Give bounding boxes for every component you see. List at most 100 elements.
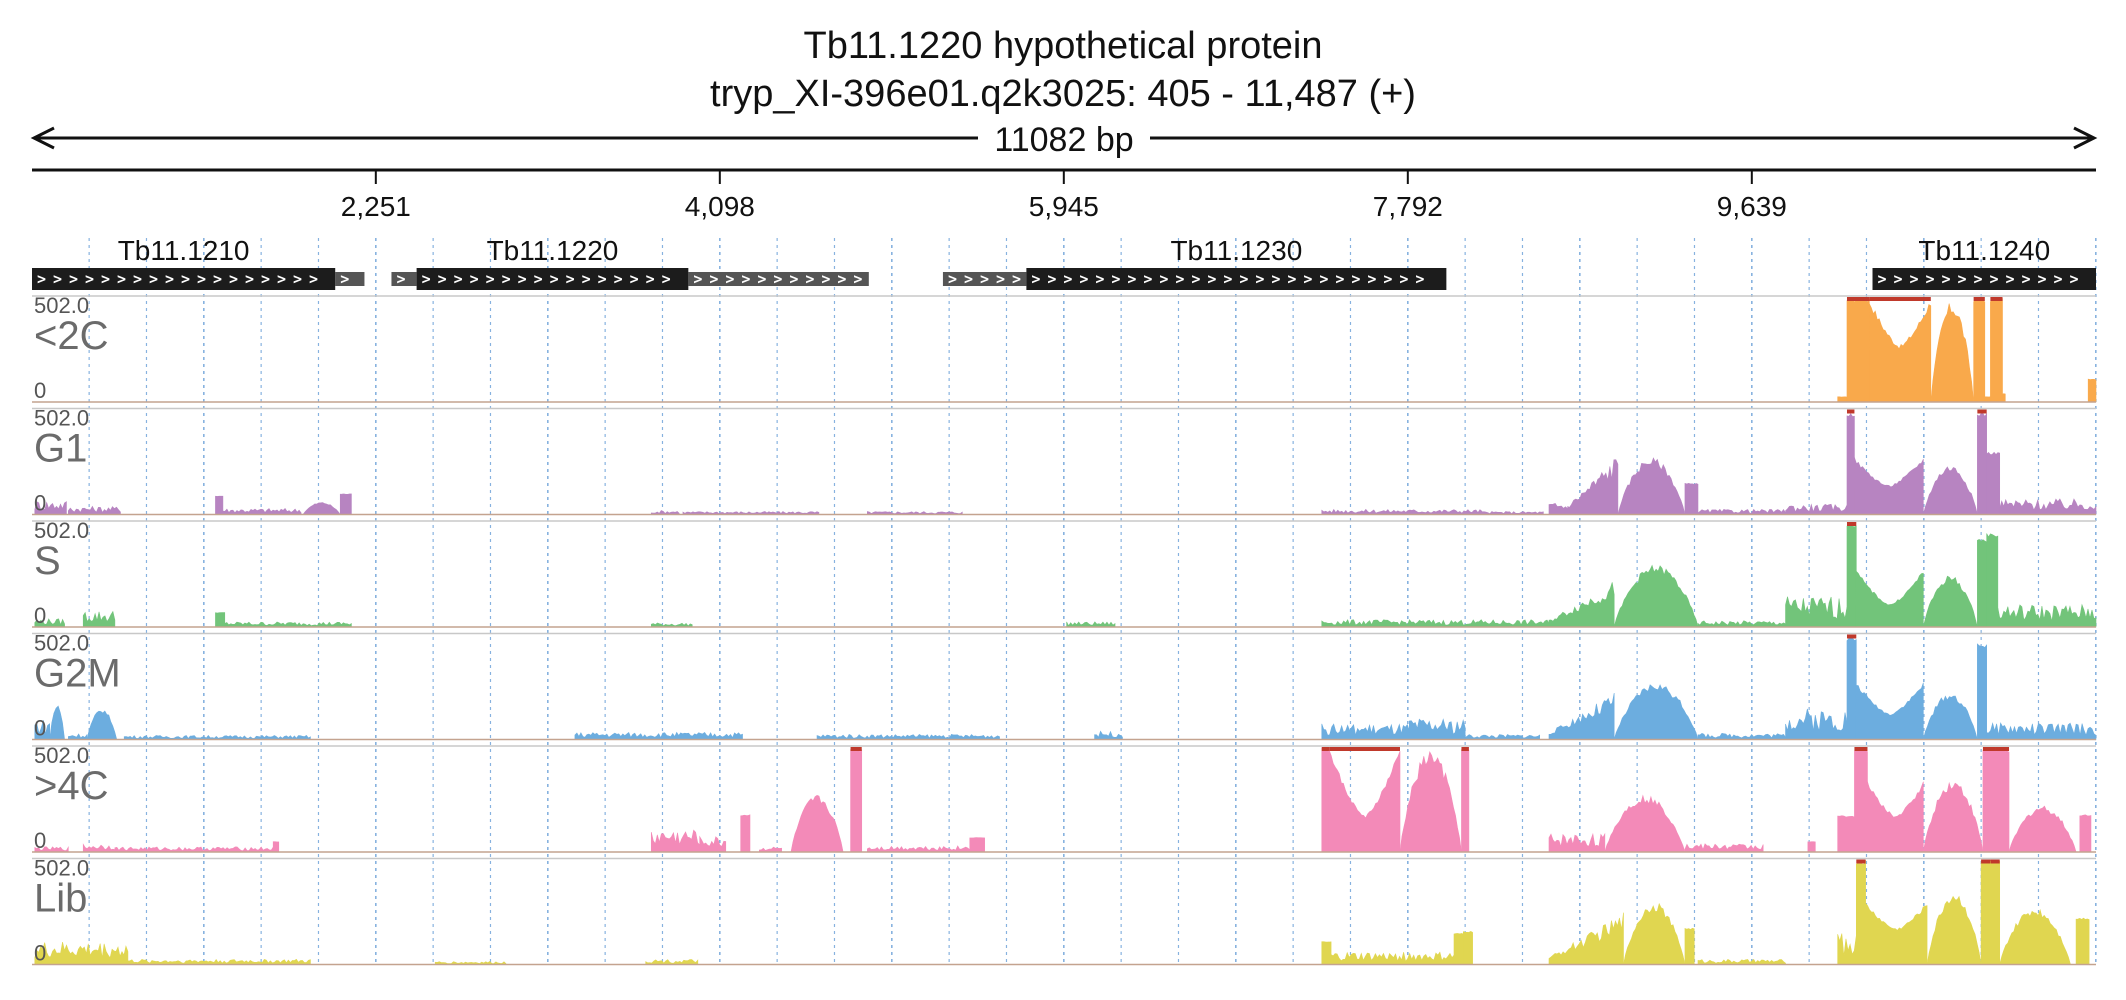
- track-ymax-label: 502.0: [34, 856, 89, 881]
- coverage-area: [650, 622, 693, 628]
- gene-label: Tb11.1220: [487, 235, 619, 266]
- coverage-area: [816, 733, 1000, 740]
- cds-chevron-icon: >: [2006, 270, 2015, 288]
- coverage-area: [1548, 502, 1568, 515]
- coverage-area: [1548, 912, 1624, 965]
- coverage-area: [1846, 297, 1870, 403]
- coverage-area: [1548, 832, 1606, 853]
- clipped-marker: [1856, 859, 1866, 864]
- track-ymin-label: 0: [34, 941, 46, 966]
- cds-chevron-icon: >: [133, 270, 142, 288]
- cds-chevron-icon: >: [229, 270, 238, 288]
- cds-chevron-icon: >: [422, 270, 431, 288]
- coverage-area: [1977, 643, 1987, 740]
- cds-chevron-icon: >: [2054, 270, 2063, 288]
- coverage-area: [1548, 692, 1615, 740]
- clipped-marker: [1995, 747, 2010, 751]
- tick-label: 2,251: [341, 191, 411, 222]
- utr-chevron-icon: >: [396, 270, 405, 288]
- cds-chevron-icon: >: [2070, 270, 2079, 288]
- coverage-area: [1697, 508, 1786, 515]
- cds-chevron-icon: >: [37, 270, 46, 288]
- track-name: G2M: [34, 652, 121, 696]
- cds-chevron-icon: >: [1159, 270, 1168, 288]
- gene-utr: [335, 272, 365, 286]
- gene-track: > > > > > > > > > > > > > > > > > > > Tb11.1210 > > > > > > > > > > > >…: [32, 235, 2096, 290]
- coverage-area: [1807, 841, 1816, 853]
- cds-chevron-icon: >: [1367, 270, 1376, 288]
- cds-chevron-icon: >: [566, 270, 575, 288]
- utr-chevron-icon: >: [693, 270, 702, 288]
- utr-chevron-icon: >: [1012, 270, 1021, 288]
- cds-chevron-icon: >: [245, 270, 254, 288]
- coverage-area: [82, 843, 116, 853]
- coverage-area: [86, 710, 118, 740]
- coverage-area: [1684, 927, 1695, 965]
- grid-lines: [88, 238, 2097, 963]
- cds-chevron-icon: >: [534, 270, 543, 288]
- coverage-area: [1613, 564, 1699, 628]
- coverage-area: [1926, 895, 1982, 965]
- cds-chevron-icon: >: [470, 270, 479, 288]
- cds-chevron-icon: >: [2022, 270, 2031, 288]
- track-2: 502.0 0 S: [32, 518, 2097, 628]
- cds-chevron-icon: >: [1990, 270, 1999, 288]
- coverage-area: [127, 958, 311, 965]
- clipped-marker: [1329, 747, 1400, 751]
- gene-label: Tb11.1230: [1170, 235, 1302, 266]
- gene-tb11-1230: > > > > > > > > > > > > > > > > > > > > > > > > > > > > > >Tb11.1230: [942, 235, 1447, 290]
- coverage-area: [1481, 511, 1544, 515]
- cds-chevron-icon: >: [1175, 270, 1184, 288]
- cds-chevron-icon: >: [1079, 270, 1088, 288]
- cds-chevron-icon: >: [1207, 270, 1216, 288]
- coverage-area: [68, 733, 88, 740]
- clipped-marker: [1973, 297, 1985, 301]
- clipped-marker: [1990, 297, 2003, 301]
- coverage-area: [2079, 814, 2092, 853]
- coverage-area: [1785, 708, 1848, 740]
- coverage-area: [969, 837, 985, 853]
- coverage-area: [339, 493, 352, 515]
- coverage-area: [1066, 621, 1116, 628]
- gene-label: Tb11.1210: [118, 235, 250, 266]
- cds-chevron-icon: >: [1926, 270, 1935, 288]
- cds-chevron-icon: >: [614, 270, 623, 288]
- coverage-area: [34, 720, 50, 740]
- utr-chevron-icon: >: [757, 270, 766, 288]
- clipped-marker: [1846, 409, 1855, 414]
- track-name: Lib: [34, 877, 87, 921]
- coverage-area: [1922, 781, 1984, 853]
- chart-subtitle: tryp_XI-396e01.q2k3025: 405 - 11,487 (+): [710, 73, 1416, 115]
- coverage-area: [1977, 412, 1987, 515]
- cds-chevron-icon: >: [1047, 270, 1056, 288]
- coverage-area: [34, 618, 65, 628]
- cds-chevron-icon: >: [1111, 270, 1120, 288]
- coverage-area: [2075, 917, 2090, 965]
- coverage-area: [1869, 303, 1932, 403]
- coverage-area: [1321, 508, 1483, 515]
- cds-chevron-icon: >: [598, 270, 607, 288]
- coverage-area: [1997, 603, 2097, 628]
- cds-chevron-icon: >: [213, 270, 222, 288]
- cds-chevron-icon: >: [2038, 270, 2047, 288]
- utr-chevron-icon: >: [709, 270, 718, 288]
- clipped-marker: [1869, 297, 1931, 301]
- coverage-area: [1321, 747, 1330, 853]
- utr-chevron-icon: >: [964, 270, 973, 288]
- coverage-area: [1846, 413, 1855, 515]
- cds-chevron-icon: >: [1974, 270, 1983, 288]
- coverage-area: [1453, 933, 1464, 965]
- cds-chevron-icon: >: [662, 270, 671, 288]
- coverage-area: [1697, 958, 1786, 965]
- track-5: 502.0 0 Lib: [32, 856, 2096, 966]
- span-indicator: 11082 bp: [30, 121, 2098, 159]
- coverage-area: [2008, 805, 2077, 853]
- gene-cds: [1026, 268, 1447, 290]
- coverage-area: [650, 510, 680, 515]
- coverage-area: [215, 612, 226, 628]
- coverage-area: [1846, 522, 1857, 628]
- coverage-area: [1328, 750, 1401, 853]
- cds-chevron-icon: >: [550, 270, 559, 288]
